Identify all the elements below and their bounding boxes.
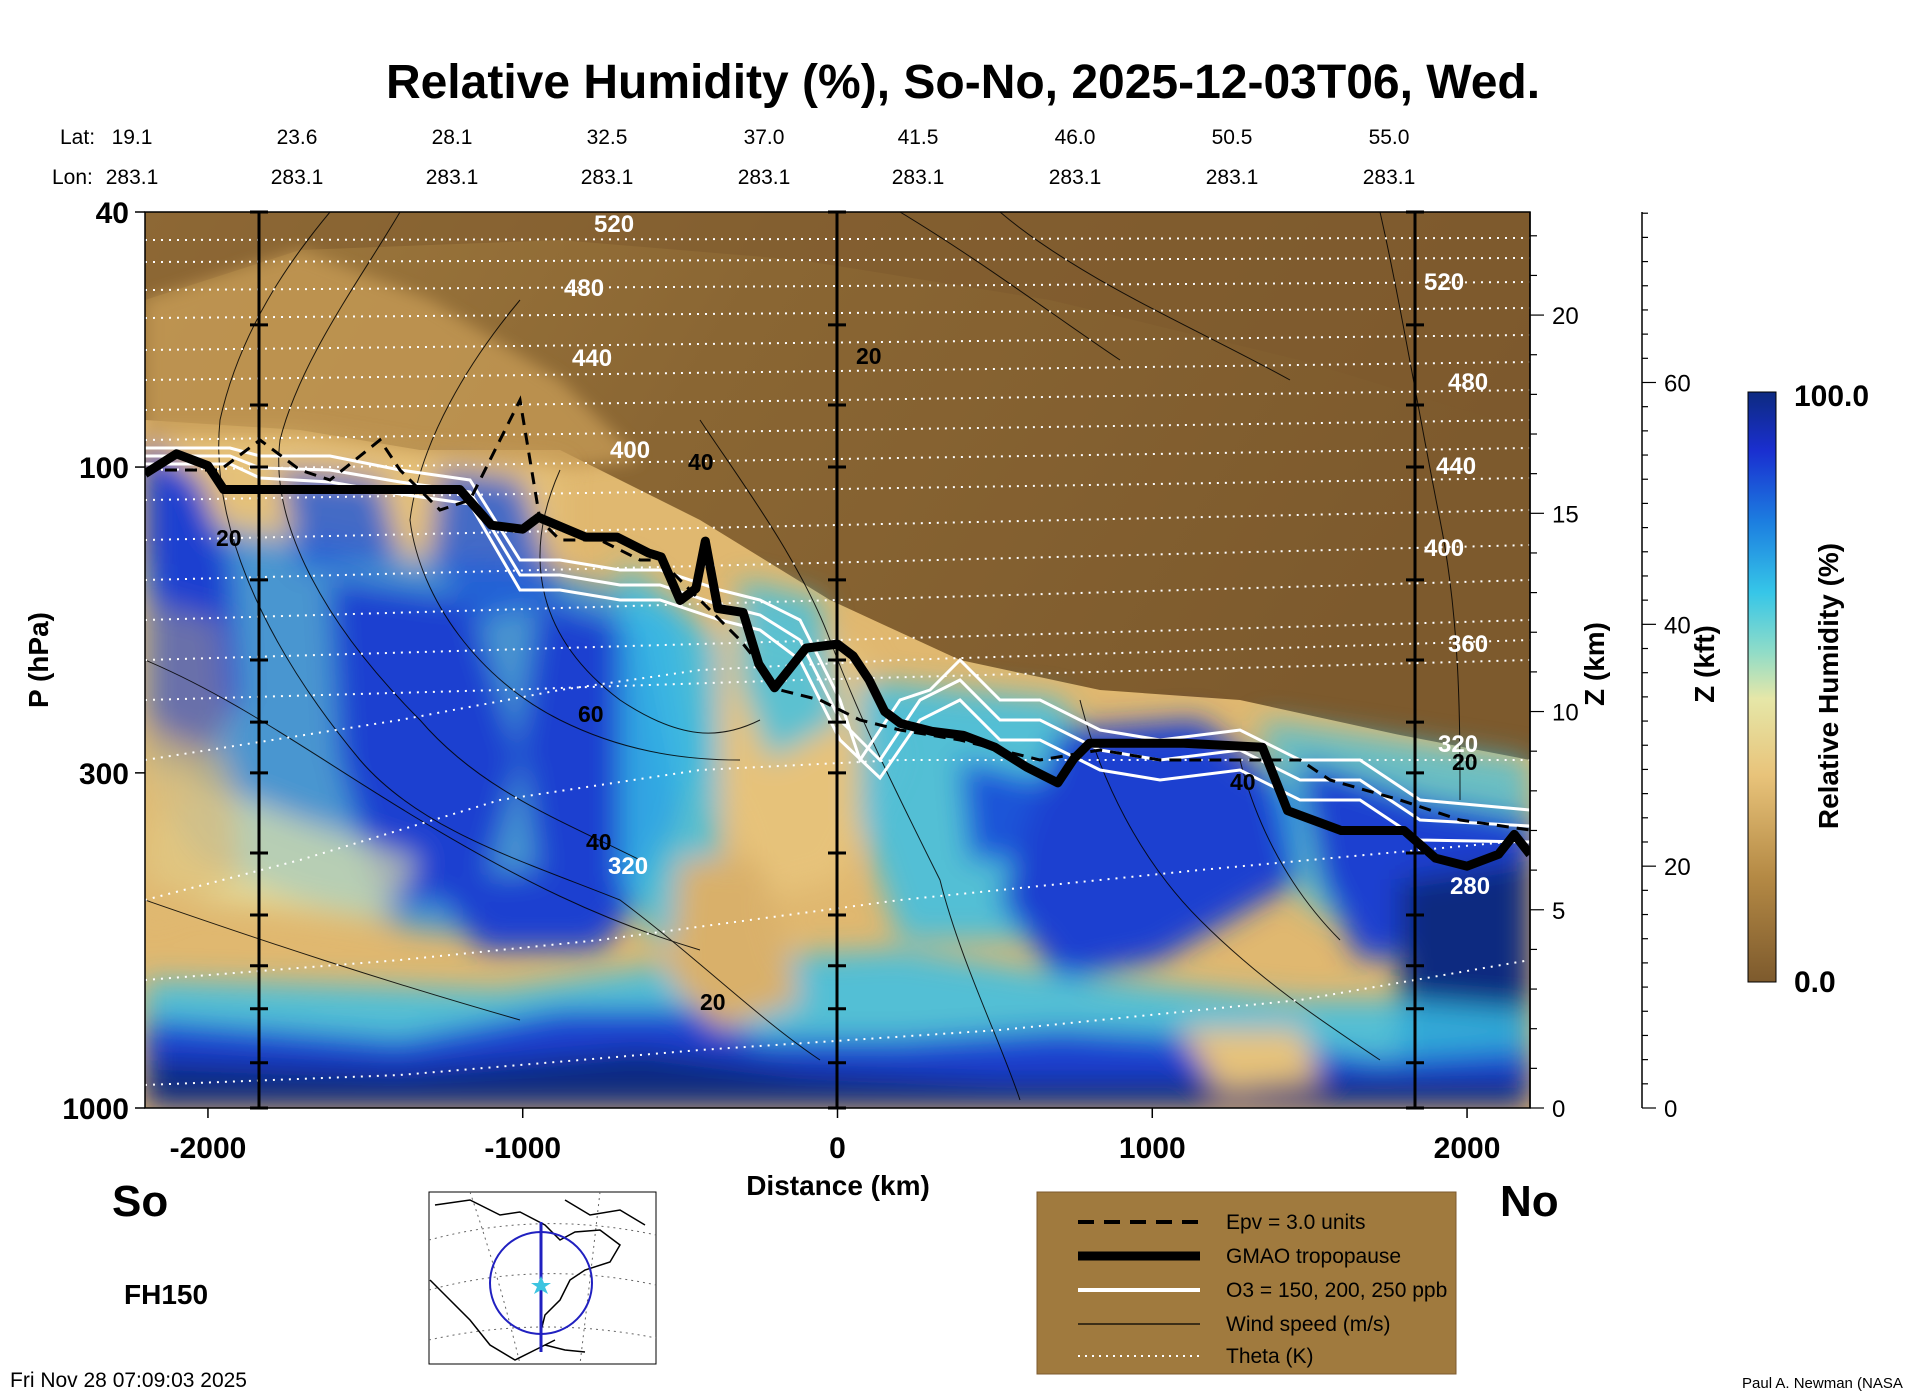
z-kft-tick-label: 60 [1664, 370, 1691, 397]
legend-label: Theta (K) [1226, 1345, 1314, 1368]
z-km-label: Z (km) [1579, 622, 1610, 706]
z-kft-tick-label: 20 [1664, 854, 1691, 881]
lat-value: 50.5 [1212, 126, 1253, 149]
x-tick-label: 0 [829, 1132, 846, 1165]
lon-value: 283.1 [1363, 166, 1416, 189]
x-tick-label: -1000 [484, 1132, 561, 1165]
z-km-tick-label: 0 [1552, 1096, 1565, 1123]
z-kft-tick-label: 40 [1664, 612, 1691, 639]
wind-labels: 20 40 20 60 40 20 40 20 [216, 343, 1478, 1015]
lat-value: 23.6 [277, 126, 318, 149]
colorbar-min: 0.0 [1794, 966, 1836, 999]
inset-map [428, 1191, 657, 1365]
wind-label: 40 [586, 829, 612, 855]
tropopause-line [145, 449, 1530, 871]
theta-label: 480 [564, 275, 604, 302]
z-kft-axis: 0 20 40 60 [1642, 212, 1691, 1123]
lat-label: Lat: [60, 126, 95, 149]
wind-label: 20 [856, 343, 882, 369]
credit: Paul A. Newman (NASA [1742, 1375, 1903, 1392]
chart-title: Relative Humidity (%), So-No, 2025-12-03… [386, 56, 1540, 109]
x-tick-label: 2000 [1434, 1132, 1501, 1165]
lon-value: 283.1 [1206, 166, 1259, 189]
theta-labels: 520 480 440 400 320 520 480 440 400 360 … [564, 211, 1490, 900]
theta-label: 400 [610, 437, 650, 464]
z-km-tick-label: 15 [1552, 501, 1579, 528]
x-axis: -2000 -1000 0 1000 2000 [170, 1108, 1501, 1165]
lon-value: 283.1 [1049, 166, 1102, 189]
colorbar-max: 100.0 [1794, 380, 1869, 413]
legend-label: O3 = 150, 200, 250 ppb [1226, 1279, 1447, 1302]
lon-value: 283.1 [892, 166, 945, 189]
lon-value: 283.1 [106, 166, 159, 189]
x-tick-label: -2000 [170, 1132, 247, 1165]
lon-value: 283.1 [271, 166, 324, 189]
lat-value: 46.0 [1055, 126, 1096, 149]
y-tick-label: 1000 [62, 1093, 129, 1126]
theta-label: 440 [1436, 453, 1476, 480]
south-label: So [112, 1177, 168, 1226]
x-axis-label: Distance (km) [746, 1170, 930, 1201]
legend-label: Epv = 3.0 units [1226, 1211, 1366, 1234]
north-label: No [1500, 1177, 1559, 1226]
y-tick-label: 100 [79, 452, 129, 485]
z-kft-label: Z (kft) [1689, 625, 1720, 703]
theta-label: 320 [608, 853, 648, 880]
lon-value: 283.1 [581, 166, 634, 189]
y-tick-label: 300 [79, 758, 129, 791]
y-tick-label: 40 [96, 197, 129, 230]
z-km-axis: 0 5 10 15 20 [1529, 212, 1579, 1123]
z-km-tick-label: 20 [1552, 303, 1579, 330]
y-axis: 40 100 300 1000 [62, 197, 145, 1126]
lon-label: Lon: [52, 166, 93, 189]
theta-label: 360 [1448, 631, 1488, 658]
wind-label: 40 [1230, 769, 1256, 795]
theta-label: 400 [1424, 535, 1464, 562]
forecast-hour: FH150 [124, 1279, 208, 1310]
lon-value: 283.1 [738, 166, 791, 189]
theta-label: 320 [1438, 731, 1478, 758]
theta-label: 280 [1450, 873, 1490, 900]
wind-label: 60 [578, 701, 604, 727]
lat-lon-header: 19.1 23.6 28.1 32.5 37.0 41.5 46.0 50.5 55.0 283.… [106, 126, 1416, 189]
z-km-tick-label: 10 [1552, 700, 1579, 727]
x-tick-label: 1000 [1119, 1132, 1186, 1165]
legend: Epv = 3.0 units GMAO tropopause O3 = 150… [1036, 1191, 1457, 1375]
z-km-tick-label: 5 [1552, 898, 1565, 925]
theta-label: 480 [1448, 369, 1488, 396]
legend-label: GMAO tropopause [1226, 1245, 1401, 1268]
y-axis-label: P (hPa) [23, 612, 54, 708]
theta-label: 520 [1424, 269, 1464, 296]
wind-label: 20 [700, 989, 726, 1015]
z-kft-tick-label: 0 [1664, 1096, 1677, 1123]
lat-value: 41.5 [898, 126, 939, 149]
theta-contours [145, 237, 1530, 1086]
epv-line [145, 395, 1530, 832]
lon-value: 283.1 [426, 166, 479, 189]
lat-value: 55.0 [1369, 126, 1410, 149]
timestamp: Fri Nov 28 07:09:03 2025 [10, 1369, 247, 1392]
wind-speed-contours [145, 212, 1461, 1101]
lat-value: 32.5 [587, 126, 628, 149]
theta-label: 440 [572, 345, 612, 372]
legend-label: Wind speed (m/s) [1226, 1313, 1391, 1336]
lat-value: 28.1 [432, 126, 473, 149]
colorbar-label: Relative Humidity (%) [1813, 543, 1844, 829]
wind-label: 40 [688, 449, 714, 475]
theta-label: 520 [594, 211, 634, 238]
lat-value: 37.0 [744, 126, 785, 149]
wind-label: 20 [216, 525, 242, 551]
colorbar [1747, 391, 1777, 983]
wind-label: 20 [1452, 749, 1478, 775]
lat-value: 19.1 [112, 126, 153, 149]
